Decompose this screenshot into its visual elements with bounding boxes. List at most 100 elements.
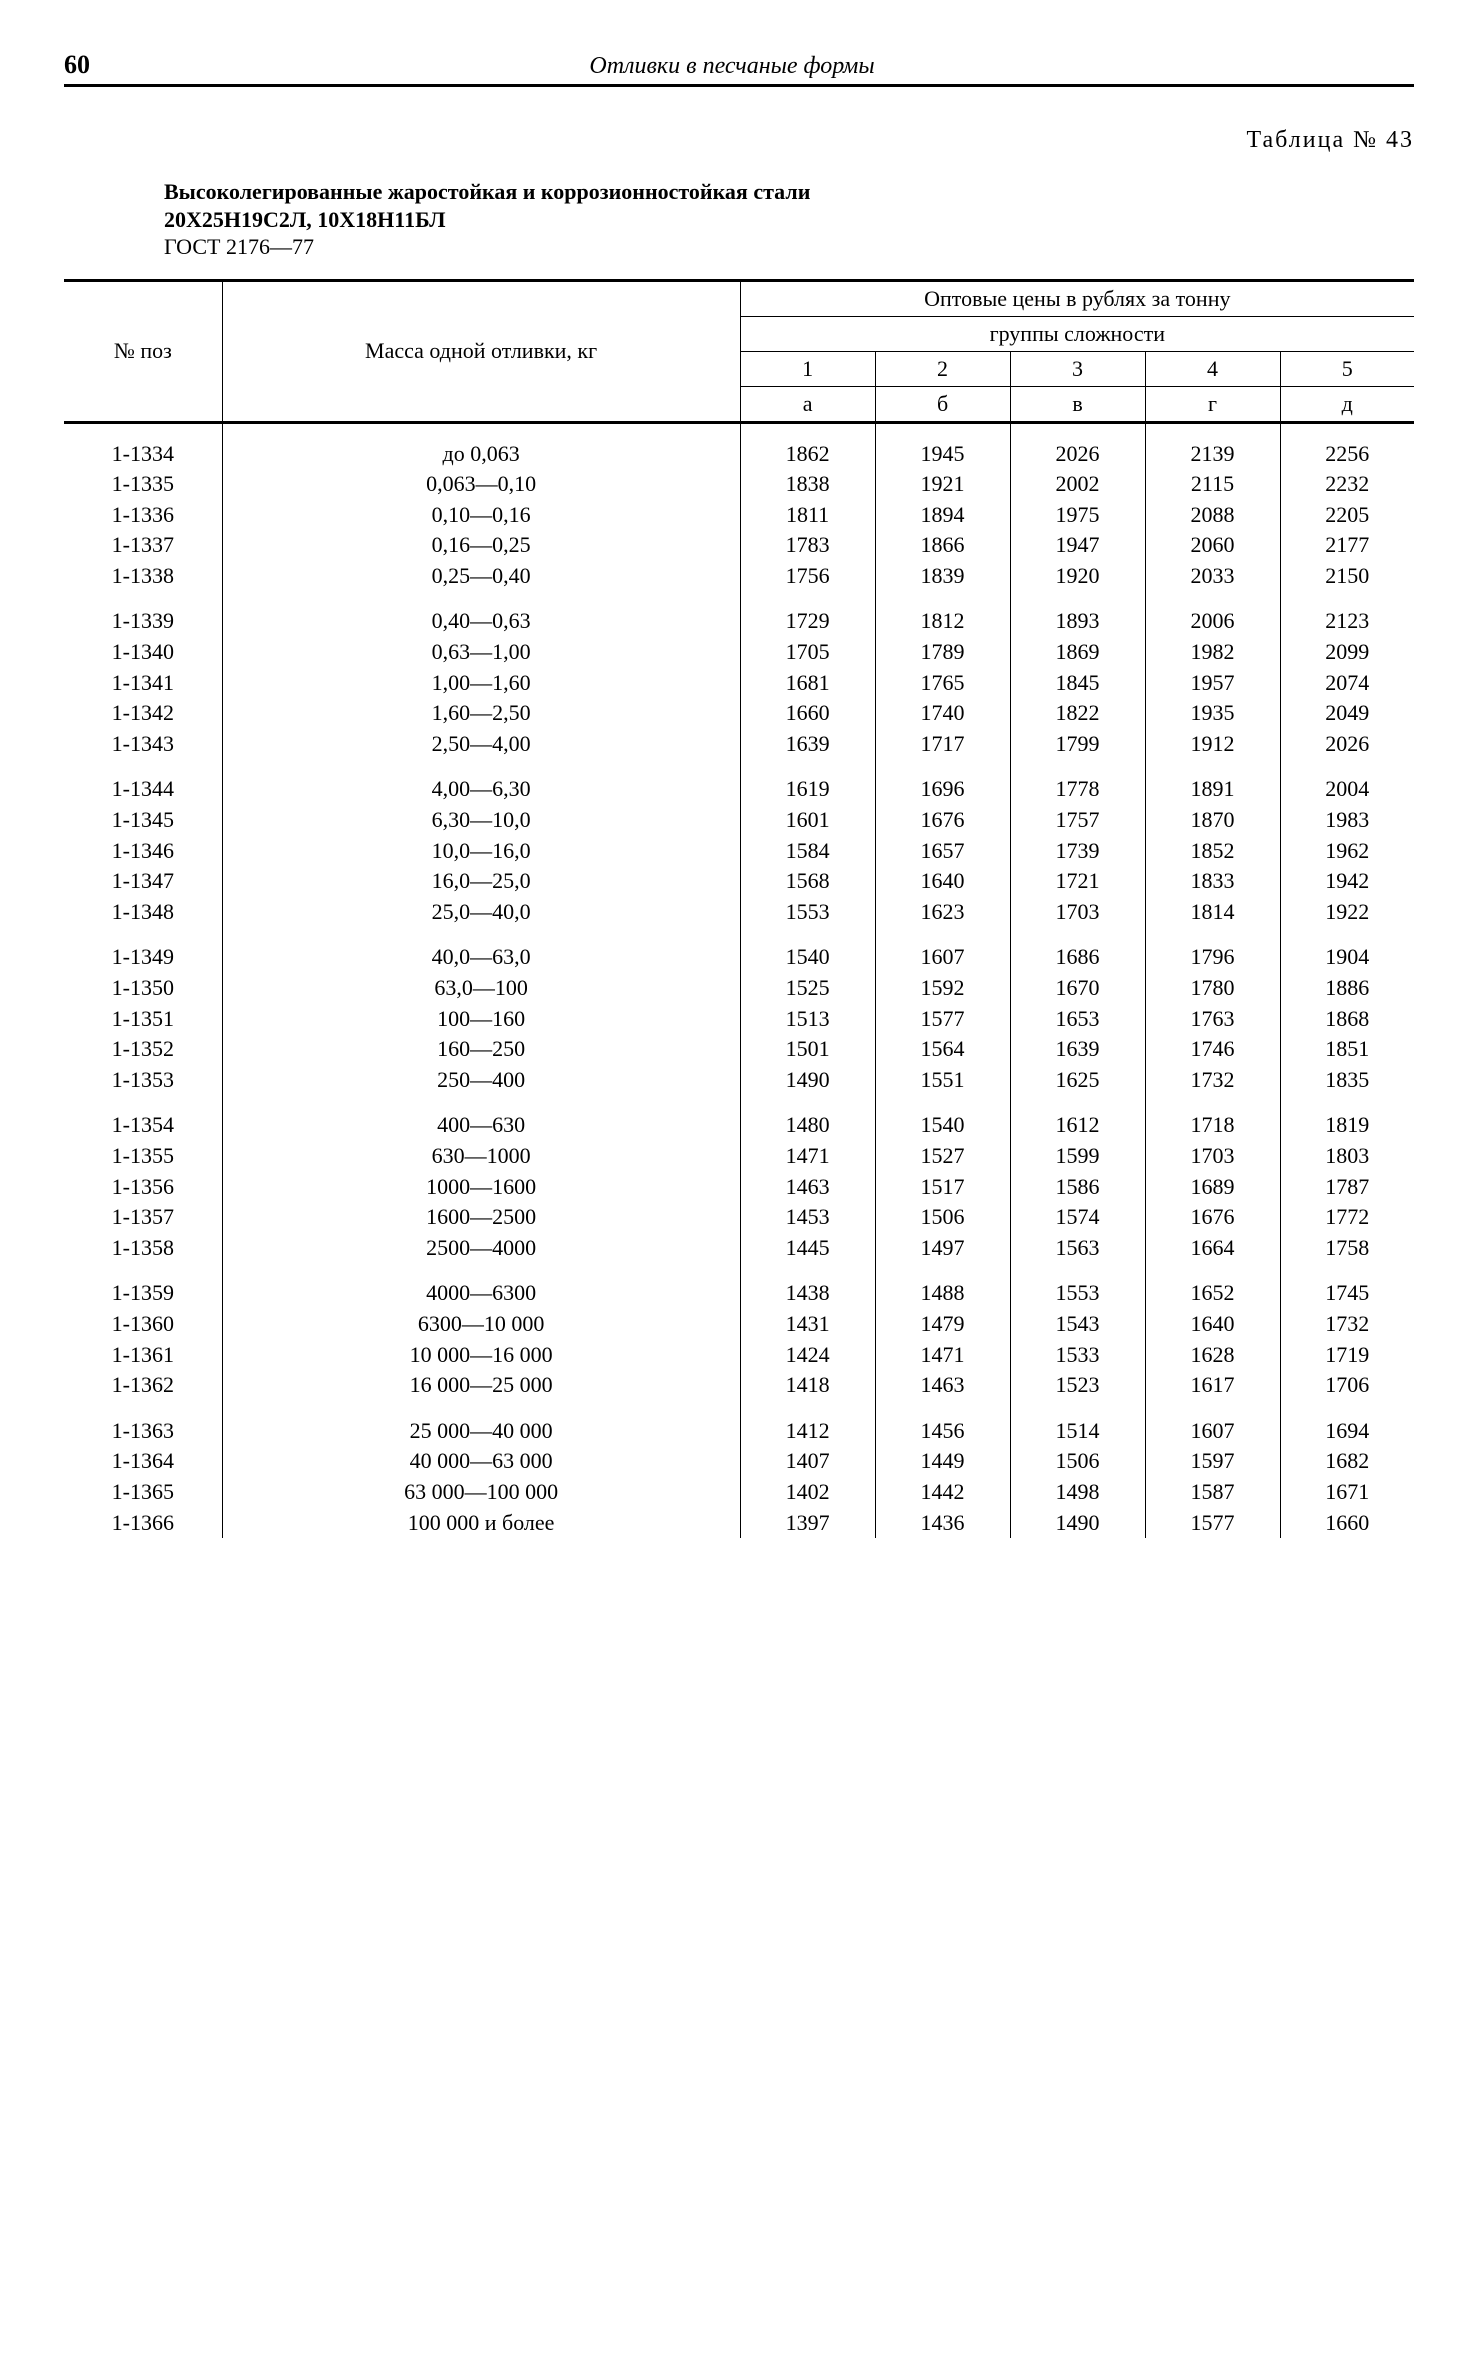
table-cell: 1983 — [1280, 805, 1414, 836]
table-cell: 1862 — [740, 422, 875, 469]
table-cell: 1431 — [740, 1309, 875, 1340]
table-cell: 1456 — [875, 1401, 1010, 1447]
table-cell: 1718 — [1145, 1095, 1280, 1141]
table-cell: 1789 — [875, 637, 1010, 668]
table-cell: 1514 — [1010, 1401, 1145, 1447]
table-cell: 1833 — [1145, 866, 1280, 897]
table-row: 1-13456,30—10,016011676175718701983 — [64, 805, 1414, 836]
table-cell: 250—400 — [222, 1065, 740, 1096]
table-cell: 1664 — [1145, 1233, 1280, 1264]
table-cell: 1957 — [1145, 668, 1280, 699]
table-cell: 1660 — [740, 698, 875, 729]
col-header-mass: Масса одной отливки, кг — [222, 280, 740, 422]
col-header-price-top: Оптовые цены в рублях за тонну — [740, 280, 1414, 316]
table-cell: 1729 — [740, 591, 875, 637]
table-cell: 2205 — [1280, 500, 1414, 531]
table-cell: 1732 — [1145, 1065, 1280, 1096]
table-cell: 1740 — [875, 698, 1010, 729]
table-cell: 1-1352 — [64, 1034, 222, 1065]
table-cell: 1851 — [1280, 1034, 1414, 1065]
table-label: Таблица № 43 — [64, 127, 1414, 154]
table-cell: 1-1360 — [64, 1309, 222, 1340]
table-cell: 1745 — [1280, 1263, 1414, 1309]
table-cell: 1584 — [740, 836, 875, 867]
table-cell: 1845 — [1010, 668, 1145, 699]
table-cell: 1811 — [740, 500, 875, 531]
table-cell: 2033 — [1145, 561, 1280, 592]
table-cell: 16,0—25,0 — [222, 866, 740, 897]
col-header-g5: 5 — [1280, 351, 1414, 386]
table-cell: 1-1359 — [64, 1263, 222, 1309]
table-cell: 1868 — [1280, 1004, 1414, 1035]
table-cell: 1732 — [1280, 1309, 1414, 1340]
table-cell: 1-1355 — [64, 1141, 222, 1172]
table-cell: 1756 — [740, 561, 875, 592]
table-row: 1-13380,25—0,4017561839192020332150 — [64, 561, 1414, 592]
table-cell: 2123 — [1280, 591, 1414, 637]
table-cell: 1962 — [1280, 836, 1414, 867]
running-title: Отливки в песчаные формы — [90, 53, 1374, 80]
table-cell: 0,16—0,25 — [222, 530, 740, 561]
table-cell: 1-1354 — [64, 1095, 222, 1141]
col-header-g1: 1 — [740, 351, 875, 386]
table-cell: 1551 — [875, 1065, 1010, 1096]
table-cell: 1-1334 — [64, 422, 222, 469]
table-cell: 1564 — [875, 1034, 1010, 1065]
title-line-2: 20Х25Н19С2Л, 10Х18Н11БЛ — [164, 206, 1414, 234]
col-header-g3: 3 — [1010, 351, 1145, 386]
table-cell: 1778 — [1010, 759, 1145, 805]
table-cell: 25 000—40 000 — [222, 1401, 740, 1447]
table-cell: 2177 — [1280, 530, 1414, 561]
table-cell: 1893 — [1010, 591, 1145, 637]
table-cell: 1671 — [1280, 1477, 1414, 1508]
table-cell: 1612 — [1010, 1095, 1145, 1141]
table-cell: 1652 — [1145, 1263, 1280, 1309]
table-row: 1-13444,00—6,3016191696177818912004 — [64, 759, 1414, 805]
table-cell: 160—250 — [222, 1034, 740, 1065]
table-cell: 25,0—40,0 — [222, 897, 740, 928]
table-cell: 1397 — [740, 1508, 875, 1539]
table-cell: 1705 — [740, 637, 875, 668]
table-row: 1-136110 000—16 00014241471153316281719 — [64, 1340, 1414, 1371]
table-cell: 1488 — [875, 1263, 1010, 1309]
table-cell: 1660 — [1280, 1508, 1414, 1539]
table-row: 1-13432,50—4,0016391717179919122026 — [64, 729, 1414, 760]
table-cell: 1553 — [1010, 1263, 1145, 1309]
table-cell: 1418 — [740, 1370, 875, 1401]
table-cell: 16 000—25 000 — [222, 1370, 740, 1401]
table-cell: 4000—6300 — [222, 1263, 740, 1309]
table-cell: 1-1339 — [64, 591, 222, 637]
table-cell: 1639 — [740, 729, 875, 760]
table-cell: 40,0—63,0 — [222, 927, 740, 973]
table-row: 1-135063,0—10015251592167017801886 — [64, 973, 1414, 1004]
table-cell: 1597 — [1145, 1446, 1280, 1477]
table-cell: 1696 — [875, 759, 1010, 805]
table-row: 1-13582500—400014451497156316641758 — [64, 1233, 1414, 1264]
table-cell: 1945 — [875, 422, 1010, 469]
table-cell: 1000—1600 — [222, 1172, 740, 1203]
table-cell: 0,10—0,16 — [222, 500, 740, 531]
table-cell: 1449 — [875, 1446, 1010, 1477]
table-cell: 1-1336 — [64, 500, 222, 531]
table-row: 1-1354400—63014801540161217181819 — [64, 1095, 1414, 1141]
table-cell: 1852 — [1145, 836, 1280, 867]
table-cell: 1758 — [1280, 1233, 1414, 1264]
table-row: 1-13360,10—0,1618111894197520882205 — [64, 500, 1414, 531]
table-cell: 1628 — [1145, 1340, 1280, 1371]
table-cell: 1870 — [1145, 805, 1280, 836]
table-cell: 1506 — [875, 1202, 1010, 1233]
table-cell: 1-1365 — [64, 1477, 222, 1508]
table-cell: 2049 — [1280, 698, 1414, 729]
table-row: 1-134610,0—16,015841657173918521962 — [64, 836, 1414, 867]
table-cell: 1912 — [1145, 729, 1280, 760]
table-cell: 1-1349 — [64, 927, 222, 973]
table-row: 1-1355630—100014711527159917031803 — [64, 1141, 1414, 1172]
table-cell: 1894 — [875, 500, 1010, 531]
table-cell: 1601 — [740, 805, 875, 836]
table-cell: 2006 — [1145, 591, 1280, 637]
table-cell: 1922 — [1280, 897, 1414, 928]
table-cell: 1-1353 — [64, 1065, 222, 1096]
table-cell: 1587 — [1145, 1477, 1280, 1508]
table-cell: 400—630 — [222, 1095, 740, 1141]
table-row: 1-1353250—40014901551162517321835 — [64, 1065, 1414, 1096]
